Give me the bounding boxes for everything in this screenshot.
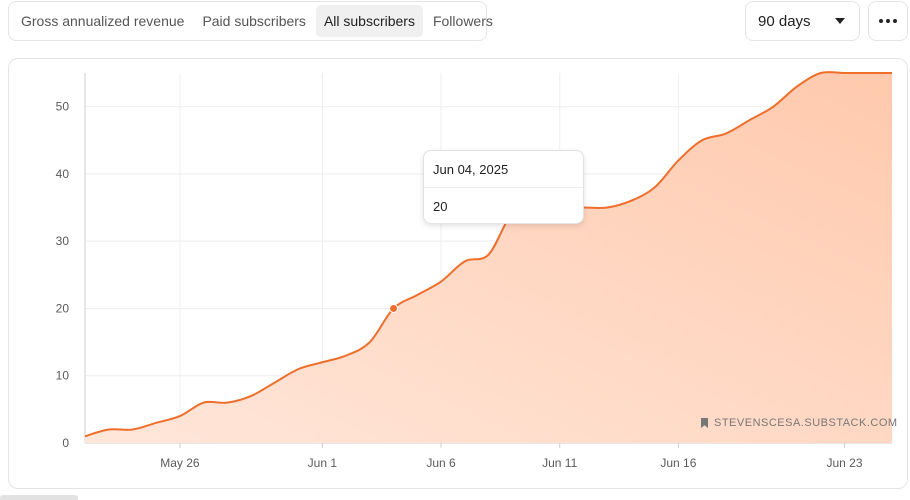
- x-tick-label: Jun 23: [827, 456, 863, 470]
- y-tick-label: 50: [56, 100, 70, 114]
- highlighted-point[interactable]: [389, 303, 399, 313]
- tab-paid-subscribers[interactable]: Paid subscribers: [202, 13, 306, 29]
- tab-gross-annualized-revenue[interactable]: Gross annualized revenue: [21, 13, 185, 29]
- tab-all-subscribers[interactable]: All subscribers: [315, 5, 423, 37]
- date-range-select[interactable]: 90 days: [745, 1, 860, 41]
- more-dots-icon: [879, 19, 883, 23]
- series-line[interactable]: [84, 71, 892, 438]
- publication-watermark: STEVENSCESA.SUBSTACK.COM: [701, 417, 898, 429]
- more-dot: [893, 19, 897, 23]
- x-tick-label: Jun 11: [542, 456, 577, 470]
- caret-down-icon: [835, 18, 845, 24]
- x-tick-label: Jun 1: [308, 456, 338, 470]
- tooltip-value: 20: [433, 198, 448, 214]
- y-tick-label: 40: [56, 167, 70, 181]
- y-tick-label: 0: [62, 436, 69, 450]
- watermark-text: STEVENSCESA.SUBSTACK.COM: [714, 417, 898, 429]
- scroll-stub: [0, 495, 78, 500]
- metric-tabs: Gross annualized revenue Paid subscriber…: [8, 1, 493, 41]
- subscribers-area-chart[interactable]: 0 10 20 30 40 50 May 26 Jun 1 Jun 6 Jun 11 Jun 16 J…: [9, 59, 908, 489]
- chart-tooltip: Jun 04, 2025 20: [423, 150, 584, 224]
- date-range-value: 90 days: [758, 12, 811, 30]
- more-options-button[interactable]: [868, 1, 908, 41]
- more-dot: [886, 19, 890, 23]
- subscribers-chart-card: 0 10 20 30 40 50 May 26 Jun 1 Jun 6 Jun 11 Jun 16 J…: [8, 58, 908, 489]
- bookmark-icon: [701, 418, 708, 428]
- y-tick-label: 10: [56, 369, 70, 383]
- x-tick-label: May 26: [160, 456, 200, 470]
- y-tick-label: 30: [56, 234, 70, 248]
- tab-followers[interactable]: Followers: [432, 13, 493, 29]
- y-tick-label: 20: [56, 301, 70, 315]
- tooltip-date: Jun 04, 2025: [424, 151, 583, 188]
- x-tick-label: Jun 6: [426, 456, 456, 470]
- area-fill: [85, 72, 892, 444]
- x-tick-label: Jun 16: [660, 456, 696, 470]
